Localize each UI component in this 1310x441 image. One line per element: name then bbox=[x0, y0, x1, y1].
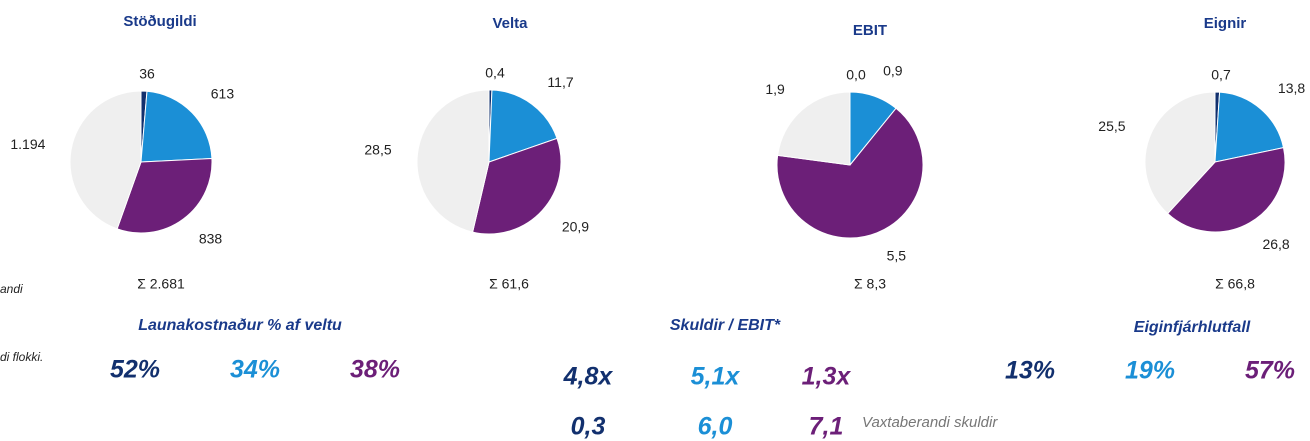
kpi-value: 7,1 bbox=[809, 413, 844, 441]
total-label: Σ 2.681 bbox=[137, 276, 185, 292]
kpi-value: 4,8x bbox=[563, 363, 614, 391]
total-label: Σ 66,8 bbox=[1215, 276, 1255, 292]
pie-slice bbox=[416, 89, 490, 233]
side-note: andi bbox=[0, 282, 23, 296]
kpi-value: 34% bbox=[230, 356, 280, 384]
value-label: 0,4 bbox=[485, 65, 505, 81]
value-label: 28,5 bbox=[364, 141, 391, 157]
pie-slice bbox=[1144, 91, 1216, 215]
value-label: 36 bbox=[139, 66, 155, 82]
value-label: 25,5 bbox=[1098, 118, 1125, 134]
value-label: 613 bbox=[211, 85, 235, 101]
kpi-value: 57% bbox=[1245, 357, 1295, 385]
kpi-value: 5,1x bbox=[691, 363, 741, 391]
value-label: 11,7 bbox=[547, 74, 573, 90]
value-label: 0,9 bbox=[883, 62, 903, 78]
pie-slice bbox=[777, 91, 851, 166]
pie-slice bbox=[776, 107, 924, 239]
kpi-value: 0,3 bbox=[571, 413, 606, 441]
pie-slice bbox=[140, 90, 213, 163]
kpi-title: Skuldir / EBIT* bbox=[670, 317, 781, 334]
value-label: 1.194 bbox=[10, 136, 45, 152]
pie-slice bbox=[1214, 91, 1285, 163]
value-label: 0,0 bbox=[846, 67, 866, 83]
total-label: Σ 61,6 bbox=[489, 276, 529, 292]
pie-slice bbox=[69, 90, 142, 230]
kpi-value: 6,0 bbox=[698, 413, 733, 441]
kpi-value: 1,3x bbox=[802, 363, 852, 391]
chart-title: Velta bbox=[492, 15, 528, 32]
kpi-value: 38% bbox=[350, 356, 400, 384]
kpi-value: 52% bbox=[110, 356, 160, 384]
total-label: Σ 8,3 bbox=[854, 276, 886, 292]
side-note: di flokki. bbox=[0, 350, 43, 364]
value-label: 20,9 bbox=[562, 218, 589, 234]
pie-slice bbox=[116, 157, 213, 234]
value-label: 1,9 bbox=[765, 81, 785, 97]
kpi-title: Eiginfjárhlutfall bbox=[1134, 319, 1251, 336]
value-label: 838 bbox=[199, 231, 223, 247]
kpi-note: Vaxtaberandi skuldir bbox=[862, 414, 998, 431]
value-label: 0,7 bbox=[1211, 67, 1231, 83]
pie-slice bbox=[471, 137, 562, 235]
value-label: 26,8 bbox=[1262, 236, 1289, 252]
chart-title: Eignir bbox=[1204, 15, 1247, 32]
kpi-title: Launakostnaður % af veltu bbox=[138, 317, 342, 334]
value-label: 5,5 bbox=[887, 248, 907, 264]
chart-title: Stöðugildi bbox=[123, 13, 196, 30]
kpi-value: 19% bbox=[1125, 357, 1175, 385]
value-label: 13,8 bbox=[1278, 80, 1305, 96]
pie-slice bbox=[1166, 147, 1286, 233]
chart-title: EBIT bbox=[853, 22, 887, 39]
kpi-value: 13% bbox=[1005, 357, 1055, 385]
